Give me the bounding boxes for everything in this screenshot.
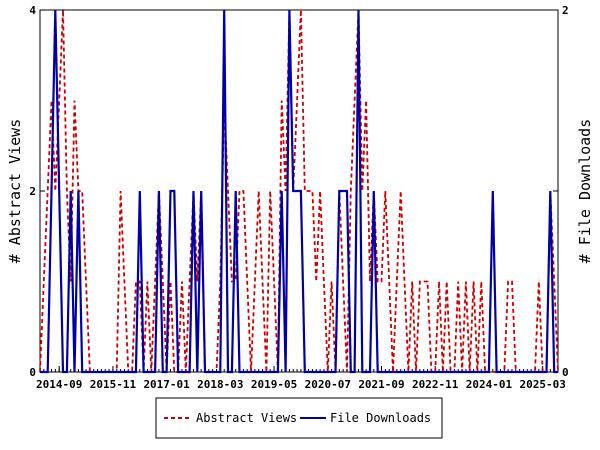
y-left-tick-label: 2	[29, 185, 36, 198]
x-tick-label: 2019-05	[251, 378, 297, 391]
x-tick-label: 2018-03	[197, 378, 243, 391]
y-right-tick-label: 2	[562, 4, 569, 17]
series-line-file-downloads	[40, 9, 558, 374]
y-axis-left-label: # Abstract Views	[6, 119, 24, 264]
x-tick-label: 2014-09	[36, 378, 82, 391]
x-tick-label: 2022-11	[412, 378, 459, 391]
axis-ticks: 2014-09 2015-11 2017-01 2018-03 2019-05 2020-…	[29, 4, 568, 391]
y-right-tick-label: 0	[562, 366, 569, 379]
legend: Abstract Views File Downloads	[155, 397, 443, 439]
x-tick-label: 2020-07	[305, 378, 351, 391]
legend-box	[155, 397, 443, 439]
y-left-tick-label: 4	[29, 4, 36, 17]
x-tick-label: 2024-01	[466, 378, 513, 391]
x-tick-label: 2015-11	[90, 378, 137, 391]
series-line-abstract-views	[39, 9, 559, 373]
legend-label-file-downloads: File Downloads	[330, 411, 431, 425]
x-tick-label: 2025-03	[519, 378, 565, 391]
series-layer	[39, 9, 559, 374]
y-left-tick-label: 0	[29, 366, 36, 379]
y-axis-right-label: # File Downloads	[576, 119, 594, 264]
x-tick-label: 2017-01	[143, 378, 190, 391]
legend-label-abstract-views: Abstract Views	[196, 411, 297, 425]
x-tick-label: 2021-09	[358, 378, 404, 391]
